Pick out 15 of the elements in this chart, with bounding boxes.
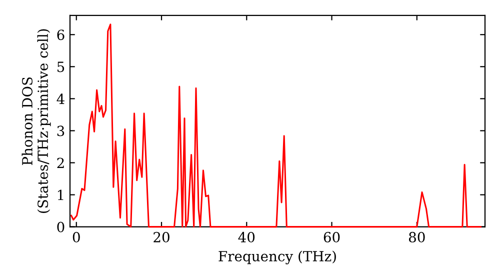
y-tick-label: 1 [58, 190, 64, 200]
y-tick-label: 5 [57, 62, 64, 72]
y-tick-label: 4 [56, 94, 64, 104]
y-tick-label: 2 [57, 158, 64, 168]
x-tick-label: 80 [408, 232, 425, 242]
line-series [70, 24, 482, 228]
x-tick-label: 0 [72, 232, 80, 242]
x-tick-label: 20 [154, 232, 170, 242]
x-tick-label: 60 [324, 232, 340, 242]
x-tick-label: 40 [238, 232, 255, 242]
y-axis-title: Phonon DOS (States/THz·primitive cell) [22, 29, 51, 213]
x-axis-title: Frequency (THz) [218, 250, 336, 264]
y-tick-label: 6 [57, 30, 64, 40]
y-tick-label: 0 [57, 222, 64, 232]
y-tick-label: 3 [57, 126, 64, 136]
